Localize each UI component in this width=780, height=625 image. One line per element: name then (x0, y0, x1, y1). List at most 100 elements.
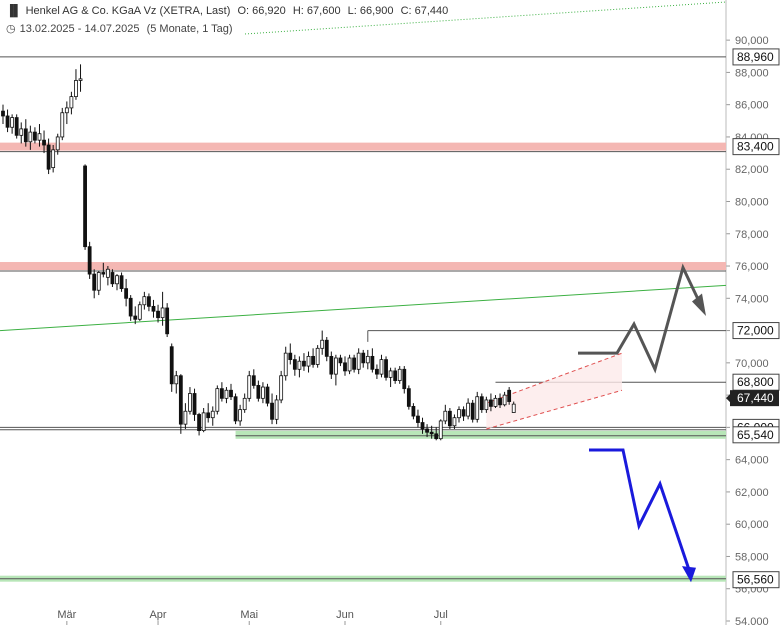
candle-body (379, 359, 384, 375)
clock-icon: ◷ (6, 23, 16, 35)
candle-body (333, 357, 338, 375)
candle-body (288, 352, 293, 361)
price-level-tag (732, 426, 780, 444)
candle-body (105, 268, 110, 278)
candle-body (320, 339, 325, 349)
candle-body (42, 139, 46, 146)
y-tick-label: 88,000 (735, 67, 769, 79)
candle-body (128, 297, 133, 317)
candle-body (324, 339, 329, 357)
price-level-tag (732, 322, 780, 340)
candle-body (498, 397, 502, 406)
chart-subheader: ◷ 13.02.2025 - 14.07.2025 (5 Monate, 1 Ta… (6, 22, 237, 35)
candle-body (55, 136, 60, 151)
channel-fill (486, 353, 622, 429)
candle-body (178, 375, 183, 425)
candle-body (201, 412, 206, 432)
candle-body (511, 403, 516, 413)
chart-header: ▐▌ Henkel AG & Co. KGaA Vz (XETRA, Last) … (6, 5, 452, 17)
candle-body (270, 402, 274, 420)
price-level-label: 88,960 (737, 50, 774, 64)
candle-body (147, 296, 151, 307)
price-level-label: 72,000 (737, 324, 774, 338)
candle-body (210, 410, 215, 419)
candle-body (283, 352, 288, 377)
candle-body (229, 389, 233, 398)
y-tick-label: 74,000 (735, 293, 769, 305)
candle-body (475, 396, 480, 420)
candle-body (447, 410, 452, 427)
candle-body (479, 396, 484, 411)
candle-body (83, 165, 87, 248)
candle-body (37, 133, 42, 141)
y-tick-label: 82,000 (735, 164, 769, 176)
candle-body (493, 397, 498, 407)
candle-body (1, 110, 5, 117)
candle-body (370, 355, 375, 370)
candle-body (46, 144, 51, 170)
candle-body (347, 357, 352, 372)
candle-body (10, 117, 15, 128)
candle-body (265, 386, 270, 404)
candle-body (279, 375, 284, 401)
candle-body (297, 360, 302, 370)
candle-body (219, 388, 224, 399)
candle-body (137, 304, 142, 320)
price-level-label: 68,800 (737, 375, 774, 389)
price-level-label: 83,400 (737, 140, 774, 154)
y-tick-label: 78,000 (735, 229, 769, 241)
bearish-arrow-head (682, 566, 696, 583)
y-tick-label: 80,000 (735, 196, 769, 208)
candle-body (142, 296, 147, 306)
candle-body (356, 352, 361, 370)
y-tick-label: 76,000 (735, 261, 769, 273)
y-tick-label: 54,000 (735, 616, 769, 625)
uptrend-line (0, 284, 727, 332)
candle-body (160, 307, 165, 319)
x-tick-label: Jul (434, 609, 448, 621)
candle-body (224, 389, 229, 399)
candle-body (256, 385, 261, 399)
y-tick-label: 60,000 (735, 519, 769, 531)
candle-body (19, 128, 24, 136)
resistance-zone (0, 262, 726, 271)
bullish-arrow-head (692, 293, 706, 317)
candle-body (133, 315, 138, 320)
current-price-pointer (726, 393, 731, 404)
candle-body (507, 389, 512, 402)
price-level-tag (732, 571, 780, 589)
candle-body (466, 402, 471, 417)
candle-body (192, 393, 197, 415)
candle-body (5, 115, 10, 128)
candle-body (425, 428, 429, 433)
price-level-tag (732, 48, 780, 66)
candle-body (215, 388, 220, 412)
high-value: H: 67,600 (292, 5, 341, 17)
candle-body (315, 347, 320, 365)
candle-body (352, 357, 357, 370)
candlestick-icon: ▐▌ (6, 5, 22, 17)
price-level-label: 65,540 (737, 428, 774, 442)
candle-body (60, 112, 65, 138)
candle-body (96, 272, 101, 291)
candle-body (338, 357, 343, 364)
candle-body (311, 355, 315, 365)
candle-body (119, 275, 124, 290)
candle-body (69, 96, 74, 109)
instrument-title: Henkel AG & Co. KGaA Vz (XETRA, Last) (25, 5, 231, 17)
candle-body (461, 409, 466, 417)
candle-body (115, 275, 119, 285)
bearish-scenario-path (589, 448, 692, 574)
candle-body (151, 305, 156, 312)
candle-body (292, 359, 297, 370)
y-tick-label: 86,000 (735, 100, 769, 112)
candle-body (78, 78, 83, 81)
candle-body (124, 288, 129, 299)
low-value: L: 66,900 (347, 5, 394, 17)
candle-body (238, 409, 243, 422)
candle-body (438, 420, 443, 440)
candle-body (74, 80, 78, 98)
candle-body (361, 352, 366, 364)
candle-body (302, 360, 306, 367)
current-price-tag (730, 390, 779, 407)
